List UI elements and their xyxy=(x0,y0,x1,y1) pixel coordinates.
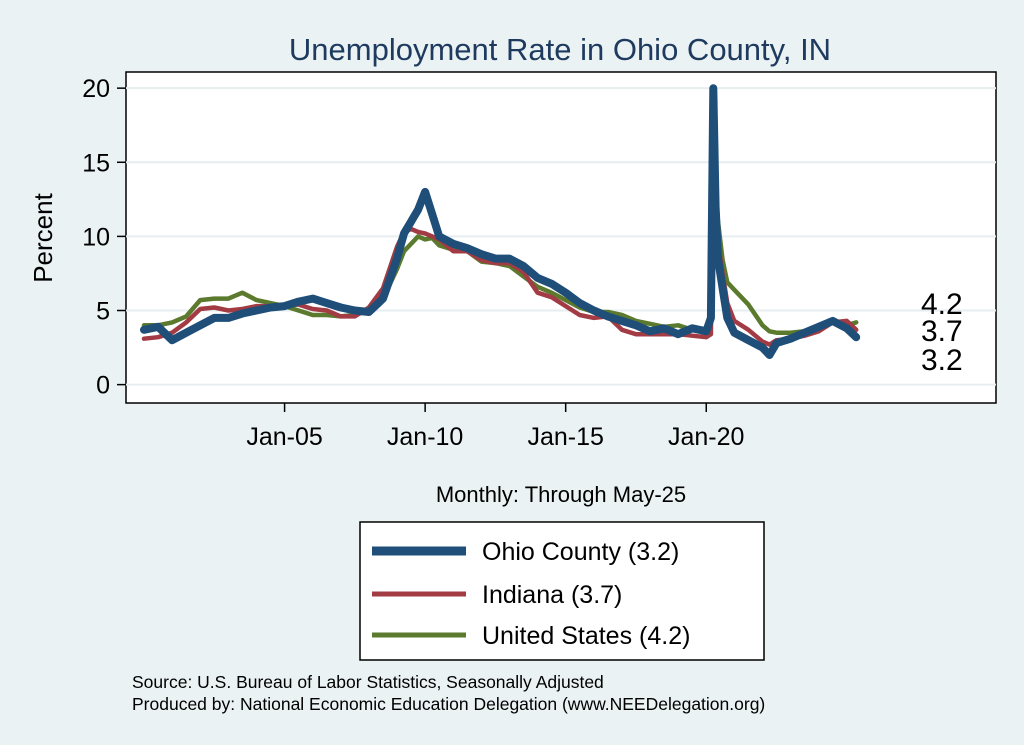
y-tick-label: 5 xyxy=(96,298,110,326)
legend-label-2: United States (4.2) xyxy=(482,622,690,650)
y-tick-label: 0 xyxy=(96,372,110,400)
x-tick-label: Jan-20 xyxy=(668,423,744,451)
y-tick-label: 10 xyxy=(82,223,110,251)
y-axis: 0 5 10 15 20 xyxy=(82,75,126,400)
chart-title: Unemployment Rate in Ohio County, IN xyxy=(289,32,831,67)
x-tick-label: Jan-15 xyxy=(527,423,603,451)
x-tick-label: Jan-05 xyxy=(246,423,322,451)
series-lines xyxy=(140,84,861,359)
end-value-label: 3.2 xyxy=(921,344,963,377)
end-labels: 4.23.73.2 xyxy=(921,288,963,377)
y-axis-title: Percent xyxy=(28,192,58,282)
source-note: Source: U.S. Bureau of Labor Statistics,… xyxy=(132,672,604,692)
x-axis: Jan-05 Jan-10 Jan-15 Jan-20 xyxy=(246,403,744,451)
series-line-0 xyxy=(140,84,861,359)
legend: Ohio County (3.2) Indiana (3.7) United Sta… xyxy=(359,521,765,661)
y-tick-label: 20 xyxy=(82,75,110,103)
end-value-label: 3.7 xyxy=(921,315,963,348)
producer-note: Produced by: National Economic Education… xyxy=(132,694,765,714)
x-tick-label: Jan-10 xyxy=(387,423,463,451)
plot-area xyxy=(125,71,997,404)
legend-label-1: Indiana (3.7) xyxy=(482,581,622,609)
x-axis-title: Monthly: Through May-25 xyxy=(436,482,686,507)
y-tick-label: 15 xyxy=(82,149,110,177)
legend-label-0: Ohio County (3.2) xyxy=(482,538,679,566)
end-value-label: 4.2 xyxy=(921,288,963,321)
